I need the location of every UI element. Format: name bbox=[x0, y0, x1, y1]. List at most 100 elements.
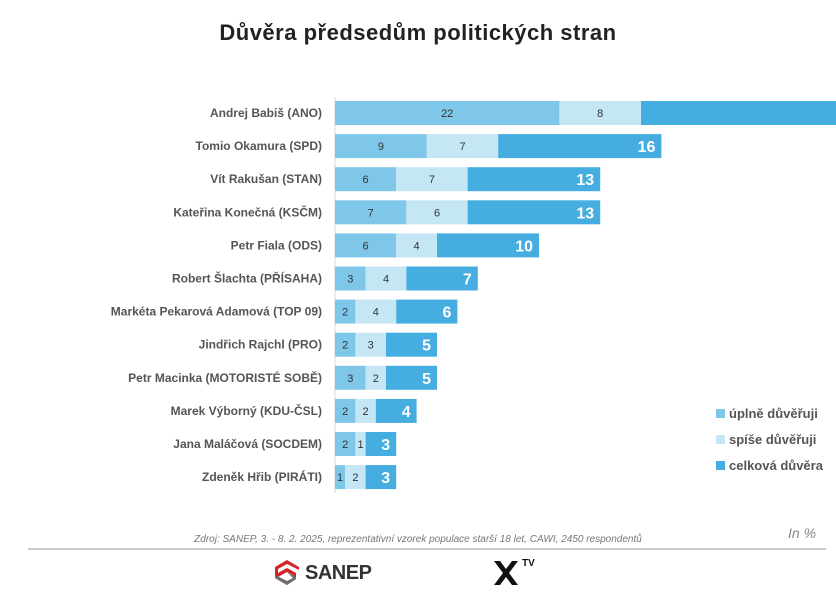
data-label-full: 2 bbox=[342, 406, 348, 418]
category-label: Marek Výborný (KDU-ČSL) bbox=[171, 403, 322, 418]
legend-item-full: úplně důvěřuji bbox=[716, 400, 823, 426]
bar-total-trust bbox=[467, 167, 601, 192]
bar-total-trust bbox=[396, 299, 458, 324]
bar-total-trust bbox=[375, 398, 417, 423]
bar-full-trust bbox=[335, 266, 366, 291]
sanep-emblem-icon bbox=[275, 560, 299, 585]
bar-full-trust bbox=[335, 432, 356, 456]
legend-label-total: celková důvěra bbox=[729, 457, 823, 473]
unit-label: In % bbox=[788, 525, 817, 541]
data-label-rather: 2 bbox=[352, 472, 358, 484]
legend-swatch-full bbox=[716, 408, 725, 418]
x-mark-icon bbox=[494, 561, 518, 585]
bar-total-trust bbox=[406, 266, 478, 291]
category-label: Tomio Okamura (SPD) bbox=[196, 139, 322, 153]
bar-full-trust bbox=[335, 134, 427, 159]
source-note: Zdroj: SANEP, 3. - 8. 2. 2025, reprezent… bbox=[194, 534, 642, 545]
sanep-logo-text: SANEP bbox=[305, 561, 372, 584]
bar-total-trust bbox=[386, 332, 437, 357]
data-label-full: 9 bbox=[378, 141, 384, 153]
data-label-full: 3 bbox=[347, 274, 353, 286]
category-label: Zdeněk Hřib (PIRÁTI) bbox=[202, 469, 322, 484]
bar-rather-trust bbox=[355, 432, 366, 456]
data-label-rather: 3 bbox=[368, 340, 374, 352]
bar-rather-trust bbox=[559, 101, 641, 125]
data-label-rather: 4 bbox=[373, 307, 379, 319]
data-label-rather: 2 bbox=[373, 373, 379, 385]
data-label-full: 1 bbox=[337, 472, 343, 484]
data-label-rather: 2 bbox=[363, 406, 369, 418]
data-label-rather: 7 bbox=[429, 174, 435, 186]
data-label-rather: 4 bbox=[414, 240, 420, 252]
data-label-full: 6 bbox=[363, 240, 369, 252]
category-label: Jana Maláčová (SOCDEM) bbox=[173, 437, 322, 451]
bar-rather-trust bbox=[365, 365, 386, 390]
category-label: Robert Šlachta (PŘÍSAHA) bbox=[172, 271, 322, 286]
footer-divider bbox=[28, 548, 826, 550]
bar-rather-trust bbox=[396, 233, 437, 258]
bar-full-trust bbox=[335, 233, 397, 258]
data-label-total: 16 bbox=[638, 139, 656, 156]
legend-swatch-total bbox=[716, 460, 725, 470]
bar-total-trust bbox=[365, 465, 397, 490]
bar-full-trust bbox=[335, 299, 356, 324]
category-label: Petr Fiala (ODS) bbox=[231, 238, 322, 252]
legend-item-total: celková důvěra bbox=[716, 452, 823, 478]
category-label: Petr Macinka (MOTORISTÉ SOBĚ) bbox=[128, 370, 322, 385]
bar-total-trust bbox=[467, 200, 601, 225]
data-label-rather: 1 bbox=[357, 439, 363, 451]
data-label-rather: 6 bbox=[434, 207, 440, 219]
data-label-total: 4 bbox=[402, 404, 411, 421]
bar-total-trust bbox=[498, 134, 662, 159]
legend-label-rather: spíše důvěřuji bbox=[729, 431, 817, 447]
xtv-logo: TV bbox=[491, 558, 535, 588]
data-label-total: 6 bbox=[442, 305, 451, 322]
legend-swatch-rather bbox=[716, 434, 725, 444]
bar-full-trust bbox=[335, 167, 397, 192]
data-label-rather: 7 bbox=[459, 141, 465, 153]
bar-rather-trust bbox=[355, 332, 386, 357]
data-label-total: 10 bbox=[515, 238, 533, 255]
data-label-total: 13 bbox=[576, 172, 594, 189]
category-label: Vít Rakušan (STAN) bbox=[210, 172, 322, 186]
bar-rather-trust bbox=[426, 134, 499, 159]
data-label-total: 3 bbox=[381, 437, 390, 454]
data-label-full: 2 bbox=[342, 439, 348, 451]
bar-full-trust bbox=[335, 398, 356, 423]
data-label-total: 13 bbox=[576, 205, 594, 222]
bar-full-trust bbox=[335, 332, 356, 357]
bar-total-trust bbox=[386, 365, 437, 390]
data-label-total: 3 bbox=[381, 470, 390, 487]
bar-rather-trust bbox=[355, 299, 397, 324]
bar-full-trust bbox=[335, 200, 407, 225]
stacked-bar-chart: Andrej Babiš (ANO)22830Tomio Okamura (SP… bbox=[111, 97, 836, 494]
bar-total-trust bbox=[437, 233, 539, 258]
bar-rather-trust bbox=[406, 200, 468, 225]
sanep-logo: SANEP bbox=[272, 558, 372, 588]
data-label-total: 7 bbox=[463, 272, 472, 289]
data-label-total: 5 bbox=[422, 338, 431, 355]
bar-rather-trust bbox=[345, 465, 366, 490]
data-label-full: 7 bbox=[368, 207, 374, 219]
category-label: Andrej Babiš (ANO) bbox=[210, 106, 322, 120]
chart-legend: úplně důvěřuji spíše důvěřuji celková dů… bbox=[716, 400, 823, 478]
bar-total-trust bbox=[641, 101, 836, 125]
bar-rather-trust bbox=[365, 266, 407, 291]
bar-total-trust bbox=[365, 432, 397, 456]
legend-item-rather: spíše důvěřuji bbox=[716, 426, 823, 452]
legend-label-full: úplně důvěřuji bbox=[729, 405, 818, 421]
bar-full-trust bbox=[335, 465, 346, 490]
data-label-total: 5 bbox=[422, 371, 431, 388]
data-label-full: 3 bbox=[347, 373, 353, 385]
chart-title: Důvěra předsedům politických stran bbox=[219, 20, 617, 45]
bar-rather-trust bbox=[396, 167, 468, 192]
data-label-rather: 4 bbox=[383, 274, 389, 286]
bar-rather-trust bbox=[355, 398, 376, 423]
data-label-full: 2 bbox=[342, 307, 348, 319]
data-label-full: 22 bbox=[441, 108, 453, 120]
data-label-rather: 8 bbox=[597, 108, 603, 120]
xtv-logo-text: TV bbox=[522, 558, 535, 569]
bar-full-trust bbox=[335, 101, 560, 125]
data-label-full: 6 bbox=[363, 174, 369, 186]
bar-full-trust bbox=[335, 365, 366, 390]
